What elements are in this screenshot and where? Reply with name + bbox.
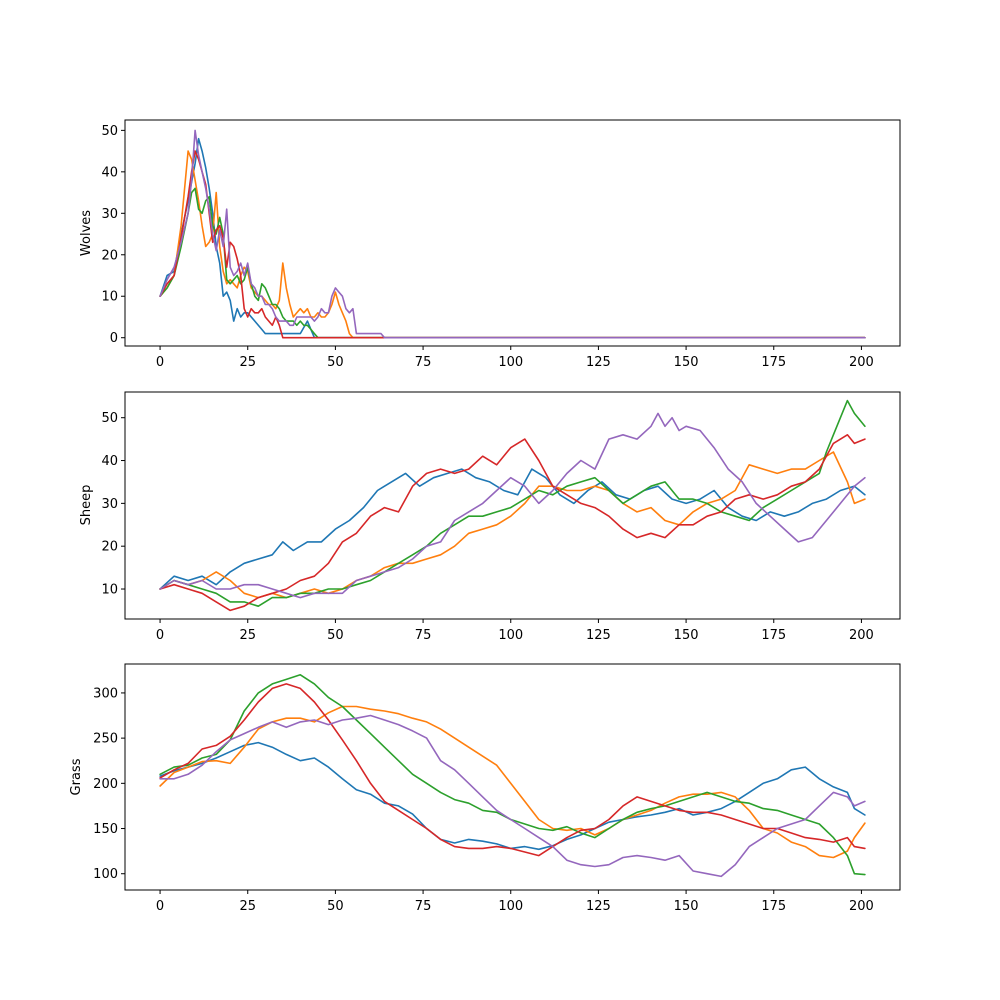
wolves-panel: 0 25 50 75 100 125 150 175 200 0 10 20 30 40 50 Wolve…: [79, 119, 901, 370]
wolves-x-tick-label: 0: [156, 355, 164, 370]
wolves-plot-frame: [124, 119, 901, 347]
grass-series-3-line: [159, 674, 866, 876]
grass-panel: 0 25 50 75 100 125 150 175 200 100 150 200 250 300 G…: [69, 663, 901, 914]
wolves-y-ticks: 0 10 20 30 40 50: [101, 124, 125, 346]
sheep-plot-frame: [124, 391, 901, 620]
grass-x-tick-label: 0: [156, 899, 164, 914]
wolves-x-tick-label: 175: [761, 355, 786, 370]
sheep-y-tick-label: 50: [101, 411, 118, 426]
grass-series-group: [159, 674, 866, 878]
grass-y-tick-label: 300: [93, 686, 118, 701]
sheep-x-tick-label: 150: [674, 628, 699, 643]
sheep-x-ticks: 0 25 50 75 100 125 150 175 200: [156, 619, 874, 643]
sheep-x-tick-label: 100: [498, 628, 523, 643]
sheep-series-1-line: [159, 468, 866, 590]
grass-x-tick-label: 100: [498, 899, 523, 914]
wolves-series-group: [159, 129, 866, 339]
sheep-y-tick-label: 30: [101, 497, 118, 512]
sheep-y-axis-label: Sheep: [79, 485, 94, 526]
wolves-y-axis-label: Wolves: [79, 210, 94, 256]
grass-x-tick-label: 50: [327, 899, 344, 914]
grass-series-1-line: [159, 741, 866, 851]
sheep-x-tick-label: 0: [156, 628, 164, 643]
grass-y-axis-label: Grass: [69, 758, 84, 795]
grass-x-tick-label: 175: [761, 899, 786, 914]
sheep-x-tick-label: 175: [761, 628, 786, 643]
sheep-series-group: [159, 399, 866, 612]
sheep-x-tick-label: 125: [586, 628, 611, 643]
grass-series-5-line: [159, 714, 866, 878]
sheep-x-tick-label: 75: [415, 628, 432, 643]
sheep-series-2-line: [159, 451, 866, 599]
sheep-x-tick-label: 50: [327, 628, 344, 643]
wolves-y-tick-label: 30: [101, 207, 118, 222]
sheep-y-tick-label: 10: [101, 583, 118, 598]
grass-y-tick-label: 150: [93, 822, 118, 837]
wolves-x-tick-label: 25: [239, 355, 256, 370]
wolves-x-ticks: 0 25 50 75 100 125 150 175 200: [156, 346, 874, 370]
sheep-y-tick-label: 20: [101, 540, 118, 555]
grass-x-tick-label: 150: [674, 899, 699, 914]
sheep-series-5-line: [159, 412, 866, 599]
sheep-y-ticks: 10 20 30 40 50: [101, 411, 125, 598]
wolves-series-1-line: [159, 137, 866, 339]
grass-y-tick-label: 100: [93, 867, 118, 882]
wolves-x-tick-label: 75: [415, 355, 432, 370]
wolves-y-tick-label: 40: [101, 165, 118, 180]
grass-x-tick-label: 125: [586, 899, 611, 914]
grass-y-tick-label: 250: [93, 732, 118, 747]
wolves-x-tick-label: 100: [498, 355, 523, 370]
wolves-x-tick-label: 125: [586, 355, 611, 370]
wolves-y-tick-label: 0: [110, 331, 118, 346]
grass-series-4-line: [159, 683, 866, 857]
grass-x-ticks: 0 25 50 75 100 125 150 175 200: [156, 890, 874, 914]
wolves-y-tick-label: 20: [101, 248, 118, 263]
grass-x-tick-label: 200: [849, 899, 874, 914]
wolves-x-tick-label: 50: [327, 355, 344, 370]
wolves-y-tick-label: 50: [101, 124, 118, 139]
wolves-y-tick-label: 10: [101, 290, 118, 305]
grass-plot-frame: [124, 663, 901, 891]
sheep-y-tick-label: 40: [101, 454, 118, 469]
sheep-x-tick-label: 25: [239, 628, 256, 643]
grass-y-tick-label: 200: [93, 777, 118, 792]
wolves-x-tick-label: 150: [674, 355, 699, 370]
grass-series-2-line: [159, 705, 866, 859]
grass-y-ticks: 100 150 200 250 300: [93, 686, 125, 882]
wolves-x-tick-label: 200: [849, 355, 874, 370]
sheep-x-tick-label: 200: [849, 628, 874, 643]
wolves-series-5-line: [159, 129, 866, 339]
grass-x-tick-label: 25: [239, 899, 256, 914]
sheep-panel: 0 25 50 75 100 125 150 175 200 10 20 30 40 50 Sheep: [79, 391, 901, 643]
grass-x-tick-label: 75: [415, 899, 432, 914]
